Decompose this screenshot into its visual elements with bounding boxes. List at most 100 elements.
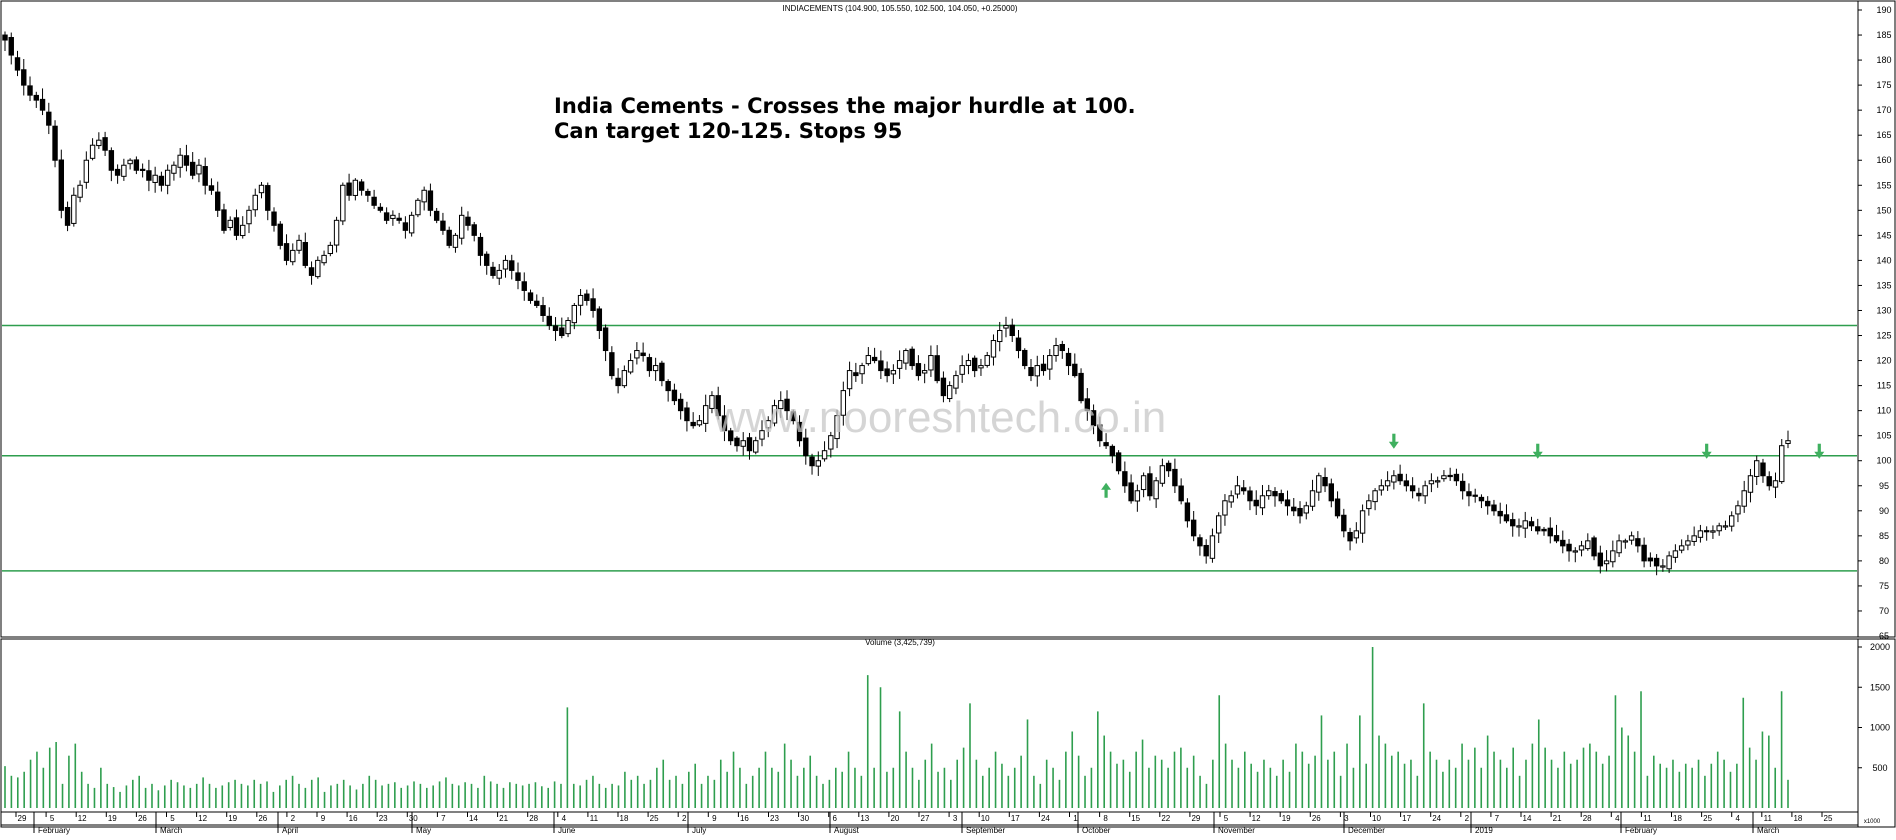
candle-body bbox=[1359, 510, 1366, 534]
x-tick-label: 4 bbox=[1735, 814, 1740, 823]
candle-body bbox=[208, 185, 215, 191]
x-tick-label: 2 bbox=[1465, 814, 1470, 823]
candle-body bbox=[1716, 525, 1722, 532]
candle-body bbox=[215, 191, 221, 211]
candle-body bbox=[853, 372, 859, 377]
candle-body bbox=[139, 168, 146, 171]
candle-body bbox=[1053, 345, 1059, 357]
candle-body bbox=[1697, 530, 1704, 538]
candle-body bbox=[972, 357, 978, 372]
candle-body bbox=[602, 327, 609, 352]
candle-body bbox=[652, 365, 659, 372]
candle-body bbox=[759, 430, 765, 440]
candle-body bbox=[1678, 545, 1685, 551]
candle-body bbox=[1535, 526, 1541, 532]
x-tick-label: 4 bbox=[1615, 814, 1620, 823]
candle-body bbox=[1497, 510, 1503, 517]
volume-y-tick-label: 1500 bbox=[1870, 682, 1890, 692]
candle-body bbox=[978, 365, 984, 369]
down-arrow-shaft bbox=[1817, 443, 1821, 453]
candlestick-series bbox=[2, 31, 1791, 576]
candle-body bbox=[21, 69, 27, 86]
candle-body bbox=[1222, 500, 1228, 516]
x-tick-label: 17 bbox=[1402, 814, 1411, 823]
candle-body bbox=[884, 368, 890, 377]
candle-body bbox=[1028, 367, 1034, 377]
candle-body bbox=[784, 398, 790, 412]
candle-body bbox=[1172, 468, 1178, 487]
candle-body bbox=[340, 184, 346, 222]
candle-body bbox=[102, 137, 108, 151]
candle-body bbox=[1309, 490, 1316, 507]
x-tick-label: 9 bbox=[321, 814, 326, 823]
candle-body bbox=[352, 179, 359, 196]
price-y-tick-label: 175 bbox=[1876, 80, 1891, 90]
candle-body bbox=[1047, 355, 1053, 370]
candle-body bbox=[1140, 475, 1147, 491]
price-y-tick-label: 130 bbox=[1876, 305, 1891, 315]
candle-body bbox=[903, 350, 909, 364]
candle-body bbox=[1122, 471, 1128, 487]
candle-body bbox=[308, 267, 315, 276]
x-tick-label: 6 bbox=[832, 814, 837, 823]
candle-body bbox=[296, 239, 302, 251]
candle-body bbox=[415, 199, 421, 216]
candle-body bbox=[740, 440, 746, 447]
candle-body bbox=[1434, 480, 1441, 483]
month-label: August bbox=[834, 826, 860, 835]
volume-panel-frame bbox=[0, 638, 1896, 828]
candle-body bbox=[465, 216, 471, 226]
candle-body bbox=[1084, 398, 1091, 412]
candle-body bbox=[1428, 480, 1435, 485]
candle-body bbox=[1278, 493, 1284, 502]
candle-body bbox=[677, 398, 684, 412]
candle-body bbox=[158, 175, 165, 186]
candle-body bbox=[1316, 475, 1322, 493]
price-y-tick-label: 170 bbox=[1876, 105, 1891, 115]
candle-body bbox=[1453, 473, 1460, 482]
price-y-tick-label: 65 bbox=[1879, 631, 1889, 641]
candle-body bbox=[290, 249, 296, 263]
candle-body bbox=[1528, 521, 1535, 527]
candle-body bbox=[1491, 504, 1497, 512]
price-y-tick-label: 160 bbox=[1876, 155, 1891, 165]
candle-body bbox=[815, 460, 821, 467]
candle-body bbox=[1622, 540, 1629, 543]
x-tick-label: 24 bbox=[1432, 814, 1441, 823]
candle-body bbox=[1416, 492, 1422, 497]
month-label: September bbox=[966, 826, 1005, 835]
candle-body bbox=[959, 365, 965, 375]
candle-body bbox=[1197, 537, 1203, 547]
candle-body bbox=[1422, 485, 1428, 497]
candle-body bbox=[997, 330, 1003, 343]
candle-body bbox=[1209, 535, 1216, 559]
candle-body bbox=[1284, 499, 1291, 507]
candle-body bbox=[634, 350, 640, 359]
x-tick-label: 23 bbox=[379, 814, 388, 823]
candle-body bbox=[1391, 475, 1397, 483]
x-tick-label: 18 bbox=[1673, 814, 1682, 823]
x-tick-label: 21 bbox=[499, 814, 508, 823]
candle-body bbox=[1747, 475, 1754, 493]
candle-body bbox=[803, 437, 809, 457]
x-tick-label: 5 bbox=[50, 814, 55, 823]
price-y-tick-label: 100 bbox=[1876, 456, 1891, 466]
down-arrow-shaft bbox=[1705, 443, 1709, 453]
x-tick-label: 14 bbox=[469, 814, 478, 823]
candle-body bbox=[1134, 490, 1141, 502]
candle-body bbox=[1334, 498, 1341, 517]
price-y-tick-label: 135 bbox=[1876, 280, 1891, 290]
candle-body bbox=[321, 254, 327, 264]
candle-body bbox=[396, 217, 402, 221]
down-arrow-icon bbox=[1532, 451, 1543, 459]
candle-body bbox=[133, 159, 140, 171]
x-tick-label: 3 bbox=[1344, 814, 1349, 823]
month-label: October bbox=[1082, 826, 1111, 835]
volume-chart-title: Volume (3,425,739) bbox=[865, 638, 935, 647]
price-y-tick-label: 150 bbox=[1876, 205, 1891, 215]
up-arrow-shaft bbox=[1104, 488, 1108, 498]
month-label: May bbox=[416, 826, 431, 835]
month-label: February bbox=[38, 826, 70, 835]
candle-body bbox=[590, 298, 596, 311]
